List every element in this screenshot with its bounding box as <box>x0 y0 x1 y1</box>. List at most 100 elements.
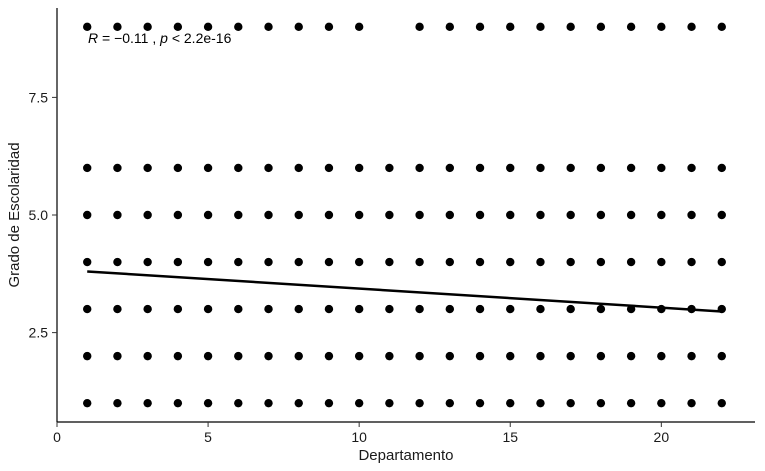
data-point <box>445 210 455 220</box>
correlation-annotation: R = −0.11 , p < 2.2e-16 <box>88 30 232 46</box>
data-point <box>626 351 636 361</box>
data-point <box>83 304 92 314</box>
data-point <box>294 351 303 361</box>
data-point <box>506 163 515 173</box>
data-point <box>506 398 515 408</box>
x-tick-label: 10 <box>351 429 367 445</box>
data-point <box>657 22 666 32</box>
data-point <box>203 257 213 267</box>
data-point <box>475 257 485 267</box>
data-point <box>143 210 152 220</box>
y-ticks: 2.5 5.0 7.5 <box>29 89 57 341</box>
data-point <box>717 163 726 173</box>
data-point <box>264 351 273 361</box>
data-point <box>626 22 636 32</box>
data-point <box>596 210 606 220</box>
data-point <box>445 257 455 267</box>
data-point <box>415 163 424 173</box>
data-point <box>385 257 394 267</box>
data-point <box>203 351 213 361</box>
data-point <box>203 398 213 408</box>
data-point <box>173 22 183 32</box>
data-point <box>113 163 122 173</box>
y-tick-label: 7.5 <box>29 89 49 105</box>
points-layer <box>83 22 726 408</box>
data-point <box>83 163 92 173</box>
data-point <box>596 22 606 32</box>
data-point <box>385 398 394 408</box>
data-point <box>445 304 455 314</box>
data-point <box>657 398 666 408</box>
data-point <box>687 398 696 408</box>
data-point <box>566 22 575 32</box>
data-point <box>626 398 636 408</box>
data-point <box>264 304 273 314</box>
data-point <box>475 304 485 314</box>
data-point <box>717 22 726 32</box>
data-point <box>687 257 696 267</box>
data-point <box>717 398 726 408</box>
data-point <box>596 163 606 173</box>
data-point <box>445 22 455 32</box>
data-point <box>536 398 545 408</box>
data-point <box>354 257 364 267</box>
data-point <box>83 210 92 220</box>
data-point <box>596 398 606 408</box>
r-value: = −0.11 , <box>98 30 160 46</box>
data-point <box>83 398 92 408</box>
x-tick-label: 15 <box>502 429 518 445</box>
data-point <box>626 257 636 267</box>
data-point <box>566 163 575 173</box>
data-point <box>83 257 92 267</box>
data-point <box>445 163 455 173</box>
data-point <box>717 351 726 361</box>
data-point <box>657 351 666 361</box>
data-point <box>234 398 243 408</box>
data-point <box>475 351 485 361</box>
data-point <box>324 304 334 314</box>
data-point <box>445 398 455 408</box>
data-point <box>324 398 334 408</box>
data-point <box>294 210 303 220</box>
data-point <box>173 210 183 220</box>
x-ticks: 0 5 10 15 20 <box>53 422 669 445</box>
data-point <box>83 351 92 361</box>
p-symbol: p <box>159 30 168 46</box>
data-point <box>234 163 243 173</box>
x-tick-label: 5 <box>204 429 212 445</box>
data-point <box>324 257 334 267</box>
data-point <box>385 163 394 173</box>
data-point <box>536 351 545 361</box>
x-axis-title: Departamento <box>358 447 453 464</box>
data-point <box>354 210 364 220</box>
data-point <box>536 22 545 32</box>
data-point <box>506 304 515 314</box>
data-point <box>506 257 515 267</box>
data-point <box>143 398 152 408</box>
data-point <box>83 22 92 32</box>
data-point <box>234 304 243 314</box>
data-point <box>475 163 485 173</box>
data-point <box>173 398 183 408</box>
data-point <box>596 304 606 314</box>
data-point <box>173 257 183 267</box>
data-point <box>566 210 575 220</box>
data-point <box>234 22 243 32</box>
data-point <box>203 163 213 173</box>
data-point <box>415 351 424 361</box>
data-point <box>506 351 515 361</box>
data-point <box>415 257 424 267</box>
data-point <box>294 257 303 267</box>
regression-line <box>87 270 722 313</box>
data-point <box>143 351 152 361</box>
data-point <box>415 22 424 32</box>
data-point <box>234 210 243 220</box>
data-point <box>475 22 485 32</box>
data-point <box>234 351 243 361</box>
data-point <box>536 210 545 220</box>
data-point <box>113 257 122 267</box>
data-point <box>445 351 455 361</box>
data-point <box>294 22 303 32</box>
data-point <box>113 210 122 220</box>
data-point <box>657 163 666 173</box>
